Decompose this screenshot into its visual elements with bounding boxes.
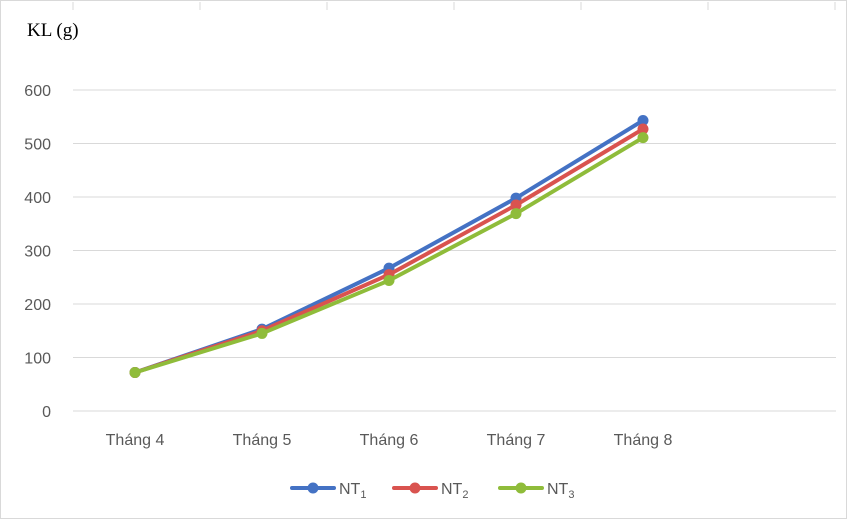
- series-1: [129, 114, 649, 378]
- y-tick-label: 600: [24, 83, 51, 100]
- gridlines: [73, 89, 836, 412]
- legend-label: NT2: [441, 481, 468, 501]
- x-tick-labels: Tháng 4 Tháng 5 Tháng 6 Tháng 7 Tháng 8: [106, 432, 673, 449]
- data-point: [256, 327, 268, 339]
- data-point: [383, 274, 395, 286]
- y-tick-label: 200: [24, 297, 51, 314]
- y-tick-label: 500: [24, 137, 51, 154]
- data-point: [637, 123, 649, 135]
- x-tick-label: Tháng 4: [106, 432, 165, 449]
- legend-swatch-marker: [515, 482, 527, 494]
- legend-label-subscript: 3: [568, 489, 574, 501]
- top-tick-marks: [72, 2, 836, 10]
- legend-label: NT3: [547, 481, 574, 501]
- y-tick-label: 300: [24, 244, 51, 261]
- legend: NT1 NT2 NT3: [290, 481, 574, 501]
- legend-item: NT1: [290, 481, 366, 501]
- legend-label-subscript: 2: [462, 489, 468, 501]
- series-line: [133, 118, 645, 375]
- legend-item: NT3: [498, 481, 574, 501]
- y-tick-label: 400: [24, 190, 51, 207]
- x-tick-label: Tháng 8: [614, 432, 673, 449]
- y-axis-label: KL (g): [27, 20, 79, 41]
- data-point: [510, 208, 522, 220]
- series-layer: [129, 114, 649, 378]
- y-tick-labels: 0 100 200 300 400 500 600: [24, 83, 51, 421]
- legend-label-subscript: 1: [360, 489, 366, 501]
- series-3: [129, 132, 649, 378]
- y-tick-label: 100: [24, 351, 51, 368]
- legend-swatch-marker: [409, 482, 421, 494]
- data-point: [510, 199, 522, 211]
- legend-swatch-marker: [307, 482, 319, 494]
- data-point: [637, 114, 649, 126]
- data-point: [129, 366, 141, 378]
- x-tick-label: Tháng 5: [233, 432, 292, 449]
- legend-item: NT2: [392, 481, 468, 501]
- y-tick-label: 0: [42, 404, 51, 421]
- x-tick-label: Tháng 6: [360, 432, 419, 449]
- data-point: [637, 132, 649, 144]
- x-tick-label: Tháng 7: [487, 432, 546, 449]
- legend-label: NT1: [339, 481, 366, 501]
